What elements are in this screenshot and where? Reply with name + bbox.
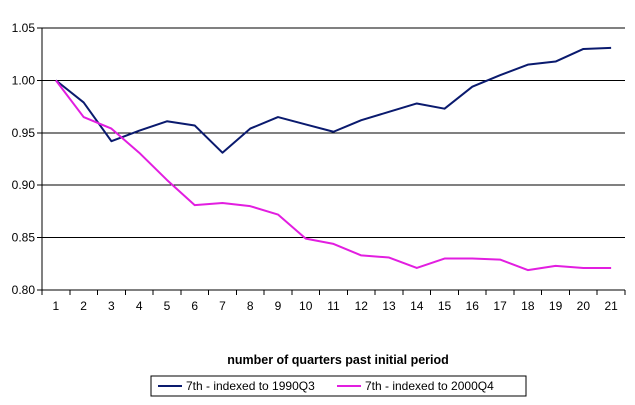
- series-line-2: [55, 79, 612, 272]
- series-line-1: [55, 46, 612, 154]
- x-tick-label-16: 16: [466, 299, 480, 313]
- x-tick-label-21: 21: [604, 299, 618, 313]
- y-tick-label-3: 0.95: [12, 126, 36, 140]
- x-tick-label-1: 1: [53, 299, 60, 313]
- x-tick-label-12: 12: [355, 299, 369, 313]
- x-tick-label-8: 8: [247, 299, 254, 313]
- x-tick-label-17: 17: [493, 299, 507, 313]
- series-lines: [55, 46, 612, 272]
- x-tick-label-9: 9: [275, 299, 282, 313]
- x-axis-label: number of quarters past initial period: [227, 353, 449, 367]
- y-tick-labels: 0.80 0.85 0.90 0.95 1.00 1.05: [12, 21, 36, 297]
- y-tick-label-5: 1.05: [12, 21, 36, 35]
- y-tick-label-2: 0.90: [12, 178, 36, 192]
- x-tick-label-14: 14: [410, 299, 424, 313]
- x-tick-label-19: 19: [549, 299, 563, 313]
- x-tick-label-6: 6: [191, 299, 198, 313]
- legend-label-series-1: 7th - indexed to 1990Q3: [186, 379, 315, 393]
- legend-label-series-2: 7th - indexed to 2000Q4: [365, 379, 494, 393]
- y-tick-label-0: 0.80: [12, 283, 36, 297]
- y-tick-label-1: 0.85: [12, 231, 36, 245]
- x-tick-label-4: 4: [136, 299, 143, 313]
- axes: [41, 28, 626, 295]
- x-tick-label-3: 3: [108, 299, 115, 313]
- x-tick-label-18: 18: [521, 299, 535, 313]
- x-tick-label-20: 20: [577, 299, 591, 313]
- x-tick-label-13: 13: [382, 299, 396, 313]
- plot-area: [42, 28, 625, 290]
- x-tick-label-11: 11: [327, 299, 340, 313]
- x-tick-labels: 1 2 3 4 5 6 7 8 9 10 11 12 13 14 15 16 17 18 19 20 21: [53, 299, 619, 313]
- grid-lines: [37, 27, 625, 291]
- x-tick-label-15: 15: [438, 299, 452, 313]
- x-tick-label-10: 10: [299, 299, 313, 313]
- x-tick-label-2: 2: [80, 299, 87, 313]
- x-tick-label-7: 7: [219, 299, 226, 313]
- legend: 7th - indexed to 1990Q3 7th - indexed to…: [150, 375, 527, 397]
- y-tick-label-4: 1.00: [12, 73, 36, 87]
- x-tick-label-5: 5: [164, 299, 171, 313]
